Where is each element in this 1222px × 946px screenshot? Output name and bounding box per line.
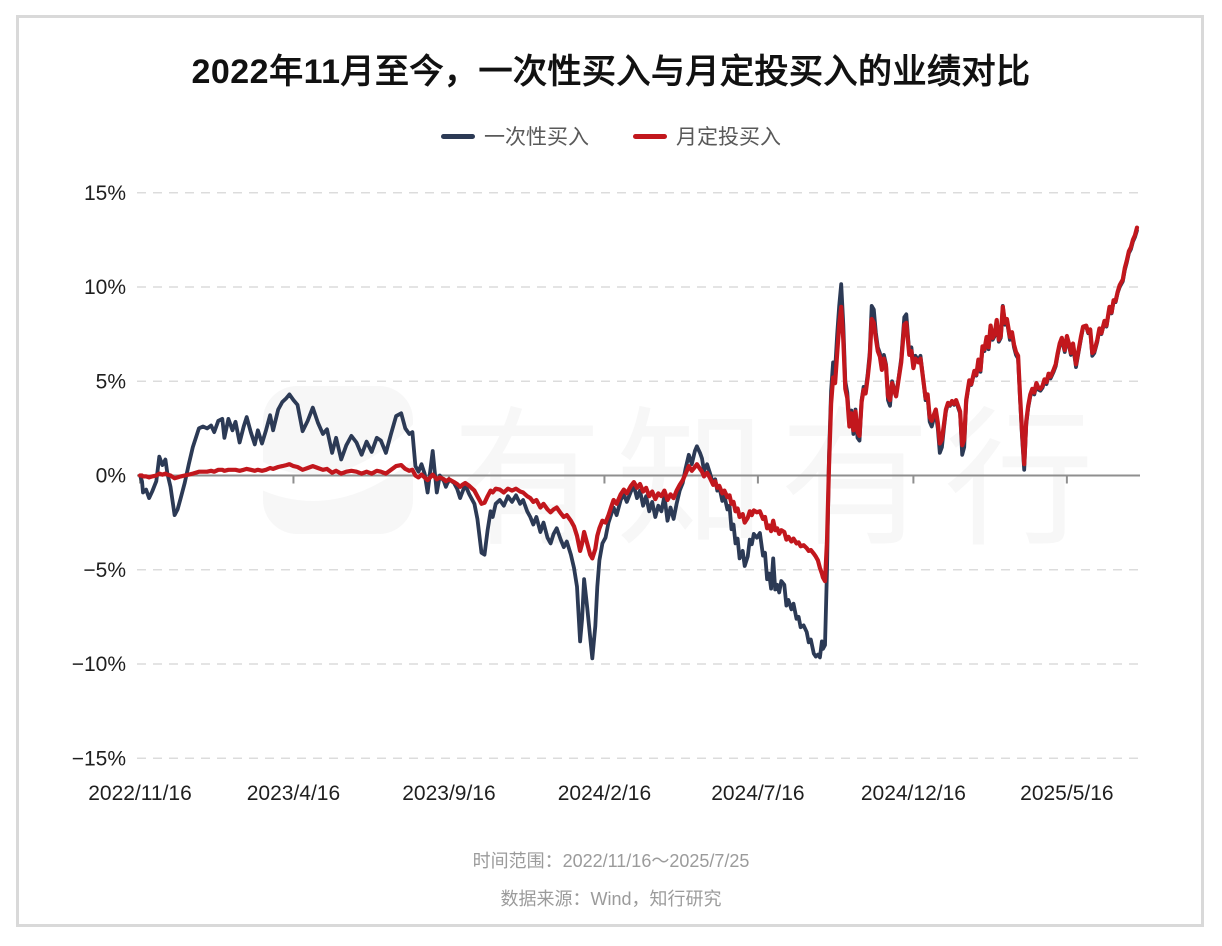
y-tick-label: −10%	[72, 653, 126, 676]
y-tick-label: −5%	[83, 559, 126, 582]
x-tick-label: 2023/4/16	[247, 782, 340, 805]
data-source-note: 数据来源：Wind，知行研究	[500, 889, 722, 909]
time-range-note: 时间范围：2022/11/16～2025/7/25	[472, 851, 750, 871]
x-tick-label: 2023/9/16	[402, 782, 495, 805]
lumpsum-line-swatch	[441, 133, 475, 139]
x-tick-label: 2022/11/16	[88, 782, 192, 805]
y-tick-label: 0%	[96, 465, 126, 488]
legend: 一次性买入 月定投买入	[0, 121, 1222, 151]
dca-line-swatch	[633, 133, 667, 139]
axis-labels: 15% 10% 5% 0% −5% −10% −15% 2022/11/16 2023/4/16…	[72, 182, 1114, 805]
x-tick-label: 2024/2/16	[558, 782, 651, 805]
y-tick-label: 15%	[84, 182, 126, 205]
watermark-logo-swoosh	[245, 419, 437, 501]
y-tick-label: 5%	[96, 370, 126, 393]
legend-label-lumpsum: 一次性买入	[484, 126, 589, 149]
data-series	[137, 225, 1140, 661]
chart-title: 2022年11月至今，一次性买入与月定投买入的业绩对比	[191, 53, 1031, 91]
x-tick-label: 2024/12/16	[861, 782, 966, 805]
y-tick-label: 10%	[84, 276, 126, 299]
gridlines	[137, 191, 1140, 760]
legend-label-dca: 月定投买入	[676, 126, 781, 149]
legend-item-lumpsum: 一次性买入	[441, 121, 589, 151]
y-tick-label: −15%	[72, 747, 126, 770]
legend-item-dca: 月定投买入	[633, 121, 781, 151]
x-tick-label: 2024/7/16	[711, 782, 804, 805]
dca-line	[137, 225, 1140, 584]
x-tick-label: 2025/5/16	[1020, 782, 1113, 805]
